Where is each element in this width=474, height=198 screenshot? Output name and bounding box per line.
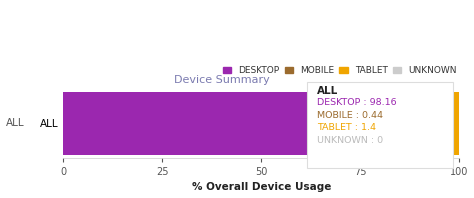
X-axis label: % Overall Device Usage: % Overall Device Usage (191, 182, 331, 192)
Text: UNKNOWN : 0: UNKNOWN : 0 (317, 136, 383, 145)
Bar (454, 92, 459, 155)
Y-axis label: ALL: ALL (6, 118, 24, 128)
Legend: DESKTOP, MOBILE, TABLET, UNKNOWN: DESKTOP, MOBILE, TABLET, UNKNOWN (221, 64, 459, 77)
Text: MOBILE : 0.44: MOBILE : 0.44 (317, 111, 383, 120)
Text: DESKTOP : 98.16: DESKTOP : 98.16 (317, 98, 396, 107)
FancyBboxPatch shape (307, 82, 453, 168)
Text: Device Summary: Device Summary (174, 75, 270, 85)
Text: ALL: ALL (317, 86, 338, 96)
Bar (452, 92, 454, 155)
Text: TABLET : 1.4: TABLET : 1.4 (317, 123, 376, 132)
